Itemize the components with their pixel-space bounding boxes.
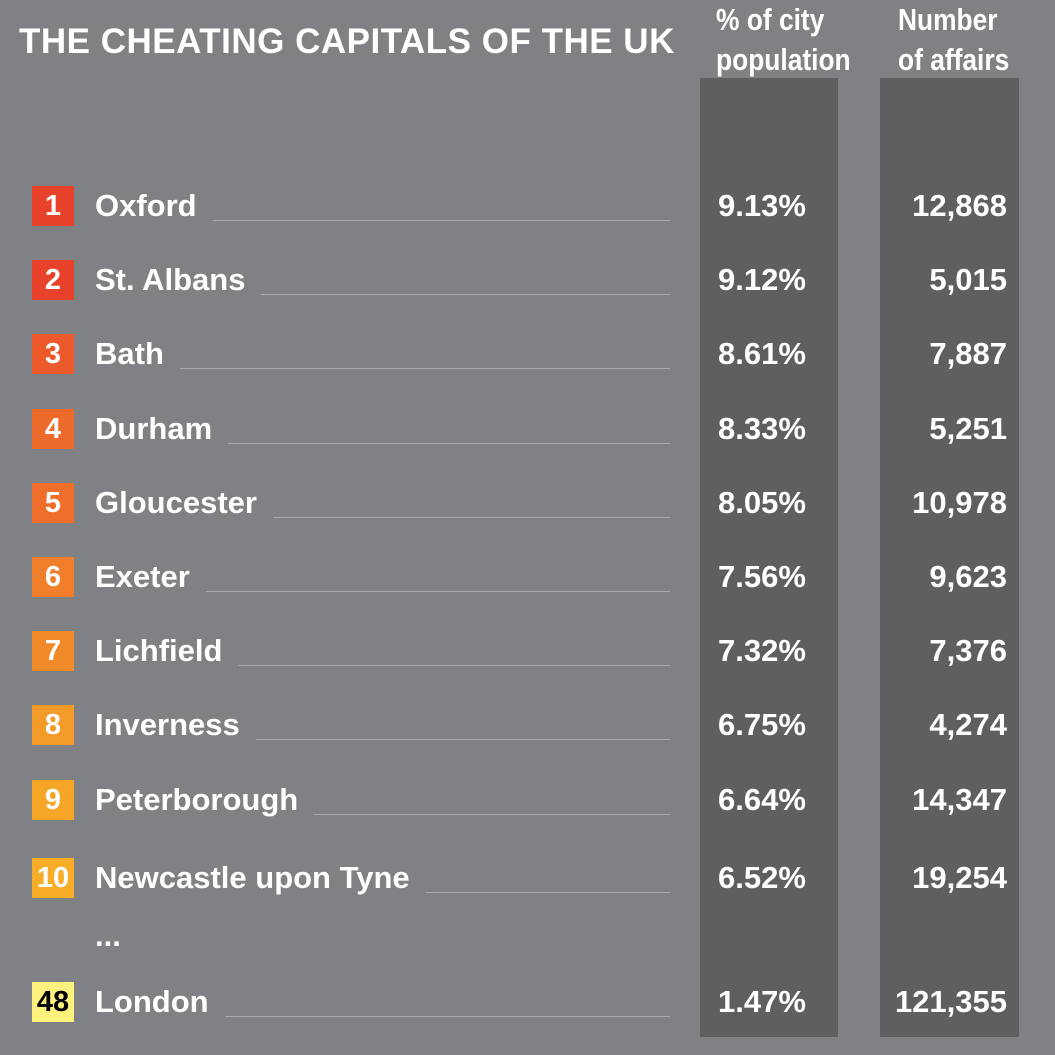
table-row: 5 Gloucester 8.05% 10,978 <box>0 483 1055 523</box>
rank-badge: 7 <box>32 631 74 671</box>
percent-value: 1.47% <box>718 984 806 1019</box>
affairs-value: 5,251 <box>929 411 1007 446</box>
table-row: 7 Lichfield 7.32% 7,376 <box>0 631 1055 671</box>
table-row: 6 Exeter 7.56% 9,623 <box>0 557 1055 597</box>
leader-line <box>261 294 670 295</box>
table-row: 48 London 1.47% 121,355 <box>0 982 1055 1022</box>
city-name: Inverness <box>95 707 240 742</box>
city-name: St. Albans <box>95 262 246 297</box>
percent-value: 6.75% <box>718 707 806 742</box>
rank-badge: 10 <box>32 858 74 898</box>
affairs-value: 19,254 <box>912 860 1007 895</box>
leader-line <box>238 665 670 666</box>
rank-badge: 5 <box>32 483 74 523</box>
table-row: 4 Durham 8.33% 5,251 <box>0 409 1055 449</box>
leader-line <box>205 591 670 592</box>
table-row: 9 Peterborough 6.64% 14,347 <box>0 780 1055 820</box>
percent-value: 7.32% <box>718 633 806 668</box>
percent-value: 6.52% <box>718 860 806 895</box>
percent-column-background <box>700 78 838 1037</box>
ellipsis: ... <box>95 918 121 953</box>
affairs-value: 7,887 <box>929 336 1007 371</box>
city-name: London <box>95 984 209 1019</box>
city-name: Lichfield <box>95 633 223 668</box>
rank-badge: 4 <box>32 409 74 449</box>
affairs-value: 121,355 <box>894 984 1007 1019</box>
affairs-column-header: Number of affairs <box>898 0 1009 80</box>
percent-value: 7.56% <box>718 559 806 594</box>
affairs-column-background <box>880 78 1019 1037</box>
percent-column-header-text: % of city population <box>716 2 851 77</box>
leader-line <box>228 443 670 444</box>
affairs-value: 14,347 <box>912 782 1007 817</box>
leader-line <box>179 368 670 369</box>
leader-line <box>212 220 670 221</box>
chart-title: THE CHEATING CAPITALS OF THE UK <box>19 22 675 61</box>
affairs-value: 5,015 <box>929 262 1007 297</box>
leader-line <box>314 814 670 815</box>
percent-column-header: % of city population <box>716 0 851 80</box>
table-row: 1 Oxford 9.13% 12,868 <box>0 186 1055 226</box>
affairs-value: 12,868 <box>912 188 1007 223</box>
table-row: 10 Newcastle upon Tyne 6.52% 19,254 <box>0 858 1055 898</box>
rank-badge: 6 <box>32 557 74 597</box>
rank-badge: 2 <box>32 260 74 300</box>
city-name: Oxford <box>95 188 197 223</box>
percent-value: 8.61% <box>718 336 806 371</box>
percent-value: 6.64% <box>718 782 806 817</box>
leader-line <box>272 517 670 518</box>
rank-badge: 9 <box>32 780 74 820</box>
affairs-value: 4,274 <box>929 707 1007 742</box>
rank-badge: 3 <box>32 334 74 374</box>
rank-badge: 1 <box>32 186 74 226</box>
city-name: Newcastle upon Tyne <box>95 860 410 895</box>
percent-value: 9.13% <box>718 188 806 223</box>
table-row: 8 Inverness 6.75% 4,274 <box>0 705 1055 745</box>
city-name: Gloucester <box>95 485 257 520</box>
percent-value: 9.12% <box>718 262 806 297</box>
affairs-value: 7,376 <box>929 633 1007 668</box>
table-row: 3 Bath 8.61% 7,887 <box>0 334 1055 374</box>
city-name: Bath <box>95 336 164 371</box>
table-row: 2 St. Albans 9.12% 5,015 <box>0 260 1055 300</box>
affairs-value: 10,978 <box>912 485 1007 520</box>
percent-value: 8.33% <box>718 411 806 446</box>
percent-value: 8.05% <box>718 485 806 520</box>
rank-badge: 8 <box>32 705 74 745</box>
affairs-value: 9,623 <box>929 559 1007 594</box>
leader-line <box>255 739 670 740</box>
city-name: Peterborough <box>95 782 299 817</box>
rank-badge: 48 <box>32 982 74 1022</box>
affairs-column-header-text: Number of affairs <box>898 2 1010 77</box>
leader-line <box>425 892 670 893</box>
leader-line <box>224 1016 670 1017</box>
city-name: Exeter <box>95 559 190 594</box>
city-name: Durham <box>95 411 213 446</box>
